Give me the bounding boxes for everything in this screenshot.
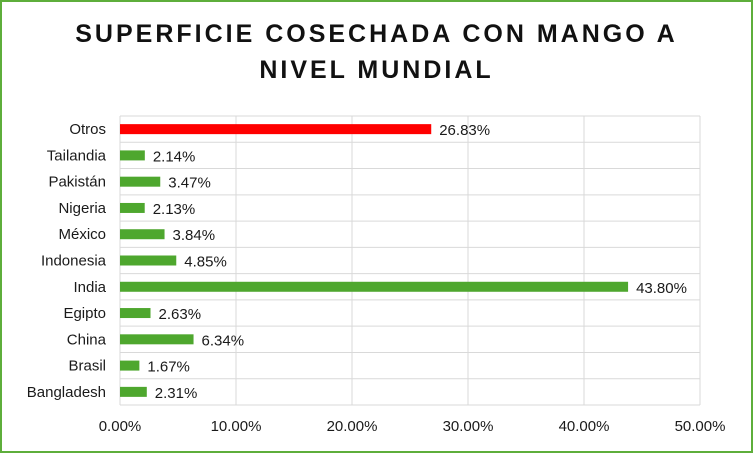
x-tick-label: 40.00% bbox=[559, 418, 610, 435]
category-label: Brasil bbox=[68, 358, 106, 375]
data-label: 2.63% bbox=[159, 306, 202, 323]
x-tick-label: 30.00% bbox=[443, 418, 494, 435]
bar bbox=[120, 386, 147, 397]
data-label: 43.80% bbox=[636, 280, 687, 297]
data-label: 3.84% bbox=[173, 227, 216, 244]
bar bbox=[120, 150, 145, 161]
category-label: México bbox=[58, 226, 106, 243]
bar bbox=[120, 334, 194, 345]
bar bbox=[120, 229, 165, 240]
category-label: Otros bbox=[69, 121, 106, 138]
data-label: 3.47% bbox=[168, 175, 211, 192]
category-label: Indonesia bbox=[41, 253, 107, 270]
bar bbox=[120, 308, 151, 319]
bar bbox=[120, 124, 432, 135]
category-label: China bbox=[67, 331, 107, 348]
bar bbox=[120, 360, 140, 371]
bar bbox=[120, 202, 145, 213]
x-tick-label: 20.00% bbox=[327, 418, 378, 435]
data-label: 1.67% bbox=[147, 359, 190, 376]
chart-title-line-2: NIVEL MUNDIAL bbox=[259, 56, 494, 84]
data-label: 6.34% bbox=[202, 332, 245, 349]
data-label: 4.85% bbox=[184, 254, 227, 271]
bar bbox=[120, 176, 161, 187]
data-label: 2.31% bbox=[155, 385, 198, 402]
x-tick-label: 0.00% bbox=[99, 418, 142, 435]
category-label: India bbox=[73, 279, 106, 296]
category-label: Nigeria bbox=[58, 200, 106, 217]
category-label: Tailandia bbox=[47, 147, 107, 164]
chart-title: SUPERFICIE COSECHADA CON MANGO A NIVEL M… bbox=[2, 16, 751, 88]
data-label: 26.83% bbox=[439, 122, 490, 139]
data-label: 2.13% bbox=[153, 201, 196, 218]
x-tick-label: 10.00% bbox=[211, 418, 262, 435]
category-label: Pakistán bbox=[48, 174, 106, 191]
bar bbox=[120, 281, 629, 292]
chart-title-line-1: SUPERFICIE COSECHADA CON MANGO A bbox=[75, 20, 678, 48]
x-tick-label: 50.00% bbox=[675, 418, 726, 435]
category-label: Egipto bbox=[63, 305, 106, 322]
data-label: 2.14% bbox=[153, 148, 196, 165]
category-label: Bangladesh bbox=[27, 384, 106, 401]
bar bbox=[120, 255, 177, 266]
